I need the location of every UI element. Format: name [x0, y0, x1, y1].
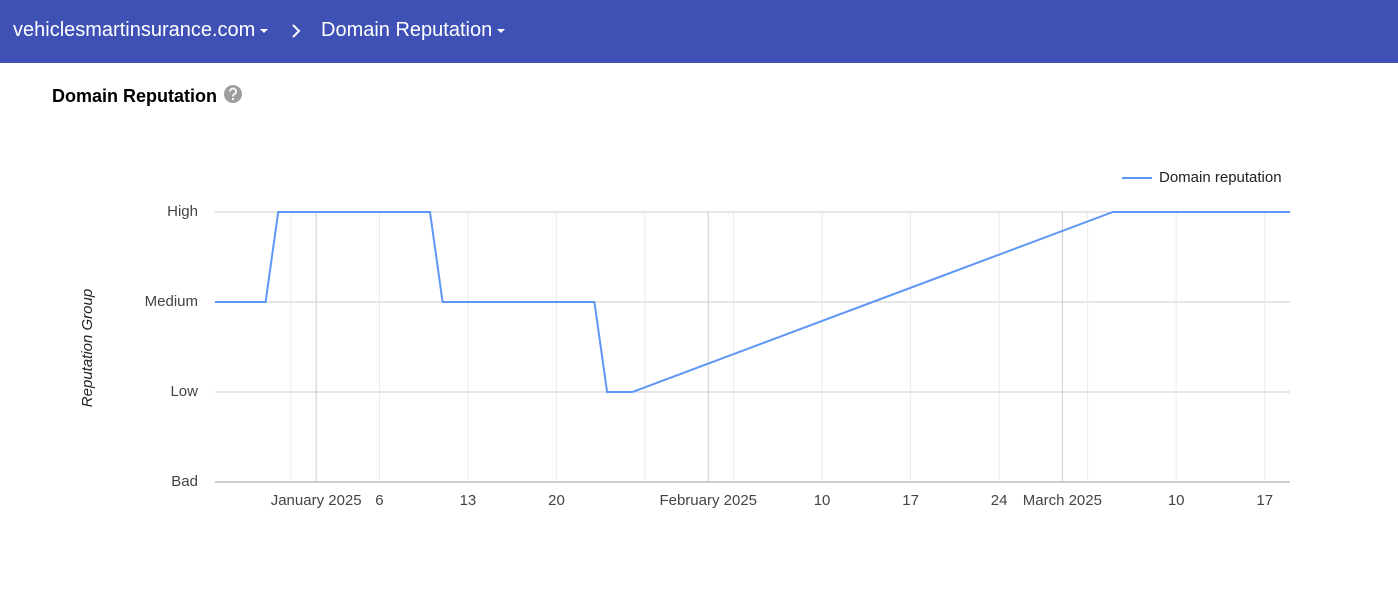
x-tick-label: February 2025 [659, 492, 757, 509]
top-bar: vehiclesmartinsurance.com Domain Reputat… [0, 0, 1398, 63]
y-axis-title: Reputation Group [79, 289, 96, 407]
x-tick-label: 13 [460, 492, 477, 509]
data-line [215, 211, 1290, 393]
x-tick-label: March 2025 [1023, 492, 1102, 509]
x-tick-label: 17 [902, 492, 919, 509]
page-selector[interactable]: Domain Reputation [321, 19, 505, 42]
y-tick-label: High [167, 203, 198, 220]
x-tick-label: 6 [375, 492, 383, 509]
x-tick-label: 10 [1168, 492, 1185, 509]
domain-selector[interactable]: vehiclesmartinsurance.com [13, 19, 268, 42]
x-tick-label: 24 [991, 492, 1008, 509]
y-tick-label: Medium [145, 293, 198, 310]
legend-label: Domain reputation [1159, 169, 1282, 186]
x-tick-label: 10 [814, 492, 831, 509]
y-tick-label: Low [170, 383, 198, 400]
y-tick-label: Bad [171, 473, 198, 490]
chart-title: Domain Reputation [52, 86, 217, 106]
breadcrumb-chevron [292, 24, 301, 38]
x-tick-label: January 2025 [271, 492, 362, 509]
help-icon[interactable] [223, 84, 243, 104]
x-tick-label: 20 [548, 492, 565, 509]
x-tick-label: 17 [1256, 492, 1273, 509]
